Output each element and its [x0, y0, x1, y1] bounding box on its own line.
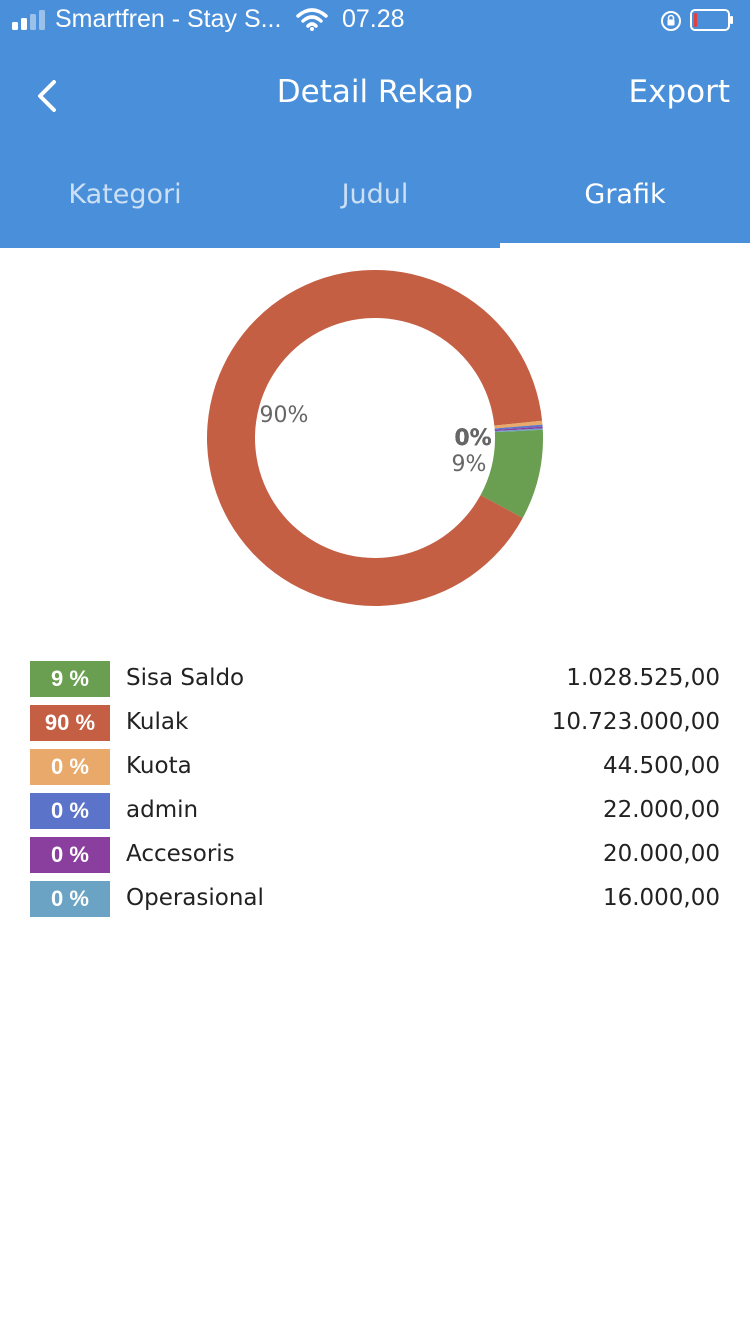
nav-bar: Detail Rekap Export [0, 60, 750, 130]
category-name: Kulak [126, 709, 189, 735]
category-name: Kuota [126, 753, 192, 779]
legend-row[interactable]: 0 % admin 22.000,00 [30, 793, 720, 829]
tab-kategori[interactable]: Kategori [68, 179, 182, 210]
donut-slice-kulak[interactable] [207, 270, 543, 607]
legend-row[interactable]: 0 % Operasional 16.000,00 [30, 881, 720, 917]
status-time: 07.28 [342, 5, 405, 33]
battery-icon [690, 9, 733, 31]
slice-label: 0% [454, 426, 491, 451]
header: Smartfren - Stay S... 07.28 Detail Rekap… [0, 0, 750, 248]
rotation-lock-icon [661, 11, 681, 31]
signal-icon [12, 10, 48, 30]
category-amount: 22.000,00 [602, 797, 720, 823]
slice-label: 0% [454, 426, 491, 451]
tab-grafik[interactable]: Grafik [584, 179, 666, 210]
category-amount: 44.500,00 [602, 753, 720, 779]
legend-row[interactable]: 0 % Kuota 44.500,00 [30, 749, 720, 785]
legend-row[interactable]: 0 % Accesoris 20.000,00 [30, 837, 720, 873]
category-name: Accesoris [126, 841, 235, 867]
wifi-icon [296, 8, 328, 31]
category-amount: 20.000,00 [602, 841, 720, 867]
legend-row[interactable]: 90 % Kulak 10.723.000,00 [30, 705, 720, 741]
donut-slice-sisa-saldo[interactable] [480, 429, 544, 518]
page-title: Detail Rekap [276, 74, 474, 110]
donut-chart: 90%9%0%0%0%0% [207, 270, 544, 607]
percent-badge: 0 % [30, 881, 110, 917]
category-name: Operasional [126, 885, 264, 911]
category-amount: 16.000,00 [602, 885, 720, 911]
donut-slice-kuota[interactable] [494, 420, 543, 429]
back-chevron-icon[interactable] [30, 76, 66, 116]
legend-row[interactable]: 9 % Sisa Saldo 1.028.525,00 [30, 661, 720, 697]
percent-badge: 0 % [30, 793, 110, 829]
slice-label: 0% [454, 426, 491, 451]
percent-badge: 0 % [30, 837, 110, 873]
category-name: admin [126, 797, 199, 823]
tab-bar: Kategori Judul Grafik [0, 165, 750, 248]
export-button[interactable]: Export [628, 74, 730, 110]
donut-slice-accesoris[interactable] [494, 426, 543, 432]
slice-label: 90% [260, 403, 309, 428]
donut-slice-admin[interactable] [494, 424, 543, 430]
status-bar: Smartfren - Stay S... 07.28 [0, 0, 750, 42]
tab-judul[interactable]: Judul [341, 179, 409, 210]
category-amount: 10.723.000,00 [551, 709, 720, 735]
percent-badge: 0 % [30, 749, 110, 785]
percent-badge: 90 % [30, 705, 110, 741]
active-tab-indicator [500, 243, 750, 248]
category-name: Sisa Saldo [126, 665, 245, 691]
donut-slice-operasional[interactable] [494, 428, 543, 433]
slice-label: 0% [454, 426, 491, 451]
carrier-name: Smartfren - Stay S... [55, 5, 282, 33]
slice-label: 9% [452, 452, 487, 477]
category-amount: 1.028.525,00 [566, 665, 720, 691]
percent-badge: 9 % [30, 661, 110, 697]
